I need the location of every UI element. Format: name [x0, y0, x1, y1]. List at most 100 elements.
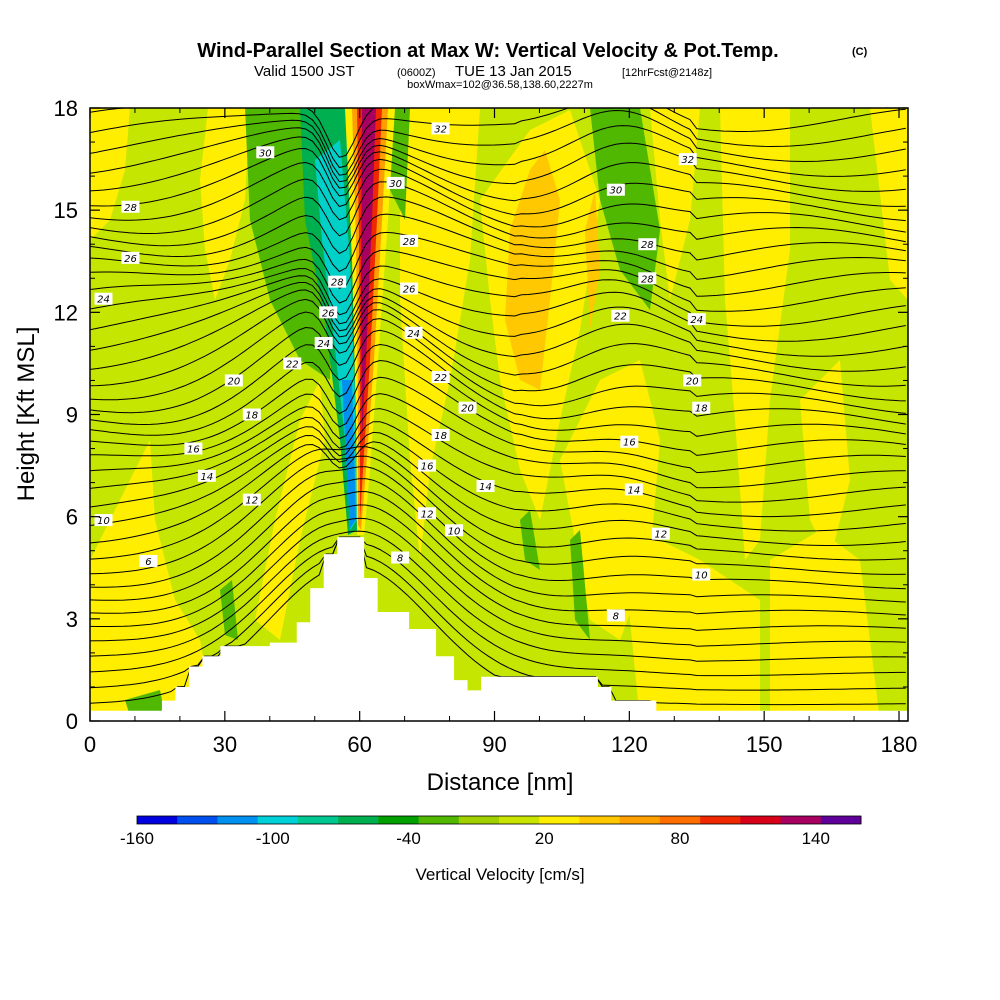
svg-text:16: 16: [421, 462, 434, 473]
colorbar-swatch: [700, 816, 741, 824]
svg-text:28: 28: [331, 278, 344, 289]
colorbar-swatch: [378, 816, 420, 824]
svg-text:10: 10: [695, 571, 708, 582]
theta-contour-line: [90, 289, 906, 372]
colorbar-swatch: [217, 816, 259, 824]
theta-contour-line: [90, 282, 906, 357]
contour-label: 28: [638, 238, 657, 251]
terrain-profile: [90, 537, 908, 721]
colorbar-swatch: [780, 816, 822, 824]
theta-contour-line: [90, 455, 906, 575]
svg-text:30: 30: [609, 186, 622, 197]
theta-contour-line: [90, 109, 906, 176]
x-tick-label: 60: [347, 732, 371, 757]
svg-text:12: 12: [654, 530, 667, 541]
theta-contour-line: [90, 108, 906, 158]
updraft-moderate-regions: [505, 150, 600, 390]
theta-contour-line: [90, 359, 906, 456]
svg-text:28: 28: [641, 274, 654, 285]
contour-label: 28: [400, 234, 419, 248]
contour-label: 28: [638, 272, 657, 285]
theta-contour-line: [90, 158, 906, 222]
contour-label: 32: [431, 122, 450, 135]
theta-contour-line: [90, 196, 906, 261]
y-axis-title: Height [Kft MSL]: [13, 327, 40, 502]
theta-contour-line: [90, 431, 906, 532]
colorbar: [136, 815, 862, 825]
svg-text:14: 14: [627, 485, 640, 496]
theta-contour-line: [90, 329, 906, 426]
svg-text:20: 20: [227, 376, 240, 387]
theta-contour-line: [90, 125, 906, 183]
valid-date: TUE 13 Jan 2015: [455, 63, 572, 80]
y-tick-label: 15: [54, 198, 78, 223]
colorbar-swatch: [499, 816, 540, 824]
colorbar-tick-label: -100: [256, 829, 290, 848]
contour-label: 14: [624, 483, 643, 496]
contour-label: 12: [418, 507, 437, 520]
theta-contour-line: [90, 530, 906, 662]
theta-contour-line: [90, 309, 906, 402]
contour-label: 16: [418, 459, 437, 473]
svg-text:22: 22: [434, 373, 447, 384]
x-tick-label: 180: [881, 732, 918, 757]
svg-text:18: 18: [434, 431, 447, 442]
x-tick-label: 0: [84, 732, 96, 757]
forecast-info: [12hrFcst@2148z]: [622, 67, 712, 79]
theta-contour-line: [90, 136, 906, 192]
colorbar-title: Vertical Velocity [cm/s]: [415, 865, 584, 884]
colorbar-swatch: [257, 816, 299, 824]
contour-label: 26: [400, 282, 419, 295]
contour-label: 32: [678, 153, 697, 166]
svg-text:24: 24: [317, 339, 330, 350]
contour-label: 22: [611, 309, 630, 323]
colorbar-tick-label: -160: [120, 829, 154, 848]
y-tick-label: 12: [54, 300, 78, 325]
svg-text:26: 26: [322, 308, 335, 319]
svg-text:20: 20: [686, 376, 699, 387]
theta-contour-line: [90, 147, 906, 207]
svg-text:14: 14: [200, 472, 213, 483]
theta-contour-line: [90, 231, 906, 297]
contour-label: 20: [458, 401, 477, 415]
zulu-time: (0600Z): [397, 67, 436, 79]
svg-text:24: 24: [690, 315, 703, 326]
contour-label: 10: [692, 568, 711, 582]
contour-label: 28: [328, 275, 347, 289]
colorbar-tick-label: -40: [396, 829, 421, 848]
theta-contour-line: [90, 376, 906, 474]
colorbar-swatch: [297, 816, 339, 824]
contour-label: 26: [121, 251, 140, 265]
contour-label: 8: [391, 551, 410, 565]
contour-label: 22: [283, 357, 302, 370]
colorbar-swatch: [137, 816, 178, 824]
colorbar-swatch: [338, 816, 379, 824]
theta-contour-line: [90, 446, 906, 561]
x-axis-title: Distance [nm]: [427, 769, 574, 796]
theta-contour-line: [90, 265, 906, 327]
x-tick-label: 120: [611, 732, 648, 757]
theta-contour-line: [90, 181, 906, 247]
x-tick-label: 30: [213, 732, 237, 757]
contour-label: 12: [242, 493, 261, 507]
svg-text:22: 22: [614, 312, 627, 323]
svg-text:14: 14: [479, 482, 492, 493]
contour-label: 24: [314, 336, 333, 350]
svg-text:28: 28: [641, 240, 654, 251]
svg-text:24: 24: [97, 295, 110, 306]
contour-label: 26: [319, 306, 338, 319]
contour-label: 18: [431, 428, 450, 442]
svg-text:26: 26: [124, 254, 137, 265]
y-tick-label: 18: [54, 96, 78, 121]
svg-text:12: 12: [421, 509, 434, 520]
chart-title-block: Wind-Parallel Section at Max W: Vertical…: [197, 40, 867, 91]
x-axis: 0 30 60 90 120 150 180: [84, 108, 917, 757]
contour-label: 18: [242, 408, 261, 422]
colorbar-swatch: [659, 816, 701, 824]
svg-text:8: 8: [397, 554, 403, 565]
copyright-mark: (C): [852, 46, 868, 58]
svg-text:32: 32: [681, 155, 694, 166]
theta-contour-labels: 32 30 30 32 30 28 28 28 26 28 26 28 24 26 22 24 24 24 22 22…: [94, 122, 711, 622]
colorbar-swatch: [619, 816, 661, 824]
theta-contour-line: [90, 421, 906, 518]
